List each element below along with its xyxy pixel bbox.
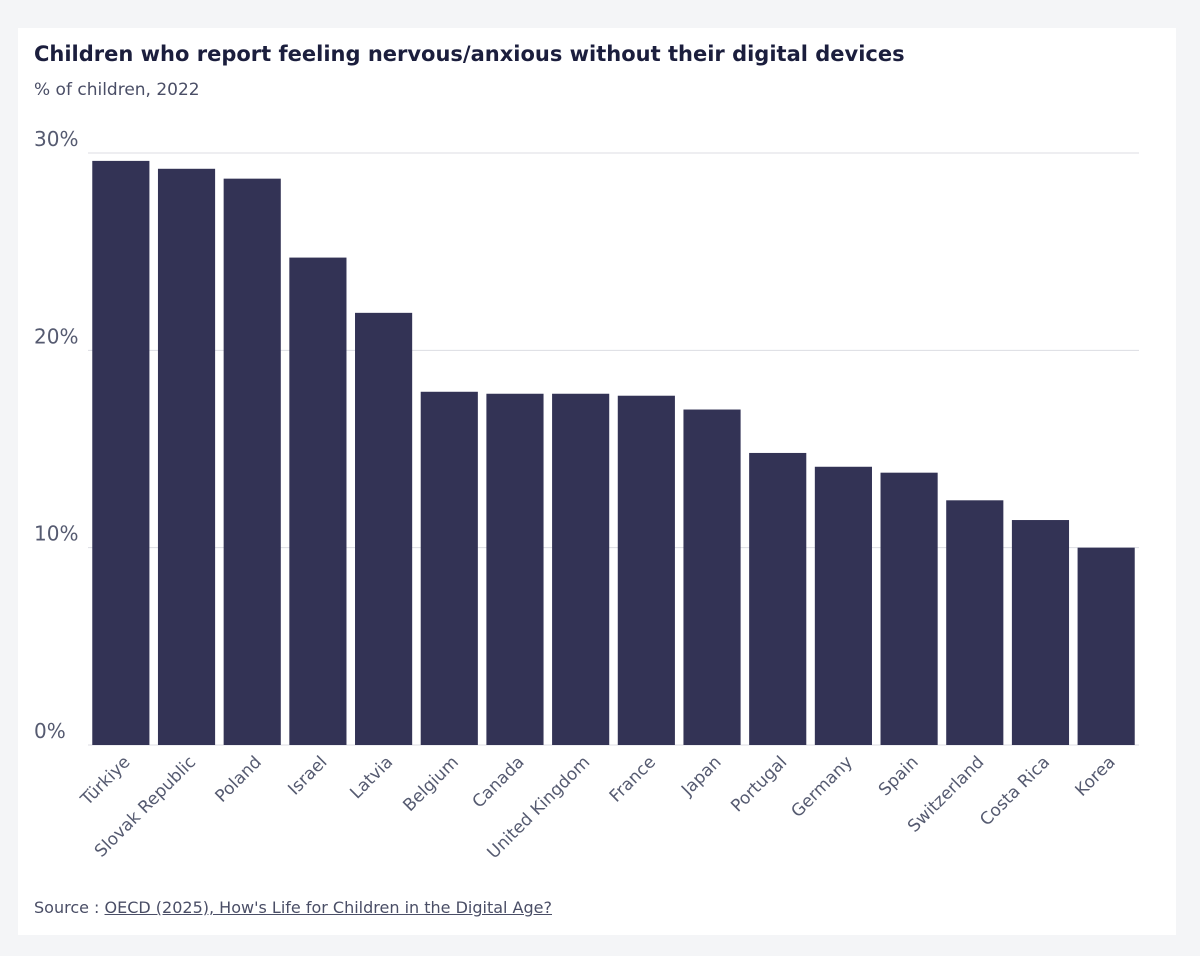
bar[interactable] (749, 452, 807, 745)
bar[interactable] (157, 168, 216, 745)
x-tick-label: Spain (875, 752, 923, 800)
bar[interactable] (486, 393, 544, 745)
x-tick-label: France (606, 752, 660, 806)
bar[interactable] (1011, 520, 1070, 745)
y-tick-label: 0% (34, 719, 66, 743)
y-tick-label: 10% (34, 522, 78, 546)
bar[interactable] (552, 393, 610, 745)
x-tick-label: Belgium (399, 752, 462, 815)
bar[interactable] (1077, 547, 1135, 745)
x-tick-label: Poland (211, 752, 265, 806)
y-tick-label: 20% (34, 324, 78, 348)
x-tick-label: Germany (788, 752, 857, 821)
y-tick-label: 30% (34, 127, 78, 151)
bar[interactable] (880, 472, 938, 745)
source-prefix: Source : (34, 898, 105, 917)
bar[interactable] (814, 466, 872, 745)
x-tick-label: Türkiye (76, 752, 134, 810)
x-tick-label: Portugal (727, 752, 791, 816)
bar[interactable] (355, 312, 413, 745)
bar[interactable] (420, 391, 478, 745)
chart-title: Children who report feeling nervous/anxi… (34, 42, 905, 66)
bar[interactable] (683, 409, 741, 745)
x-tick-label: Costa Rica (976, 752, 1054, 830)
source-link[interactable]: OECD (2025), How's Life for Children in … (104, 898, 552, 917)
x-tick-label: Israel (284, 752, 331, 799)
y-axis-ticks: 0% 10% 20% 30% (34, 127, 78, 743)
source-note: Source : OECD (2025), How's Life for Chi… (34, 898, 552, 917)
chart-card: Children who report feeling nervous/anxi… (18, 28, 1176, 935)
x-tick-label: Canada (469, 752, 529, 812)
x-tick-label: Latvia (346, 752, 397, 803)
bar[interactable] (946, 500, 1004, 745)
bar[interactable] (617, 395, 675, 745)
x-tick-label: Korea (1071, 752, 1119, 800)
bars (92, 160, 1135, 746)
bar[interactable] (92, 160, 150, 746)
bar[interactable] (223, 178, 281, 746)
x-tick-label: Japan (677, 752, 725, 800)
chart-subtitle: % of children, 2022 (34, 80, 200, 100)
bar[interactable] (289, 257, 347, 745)
